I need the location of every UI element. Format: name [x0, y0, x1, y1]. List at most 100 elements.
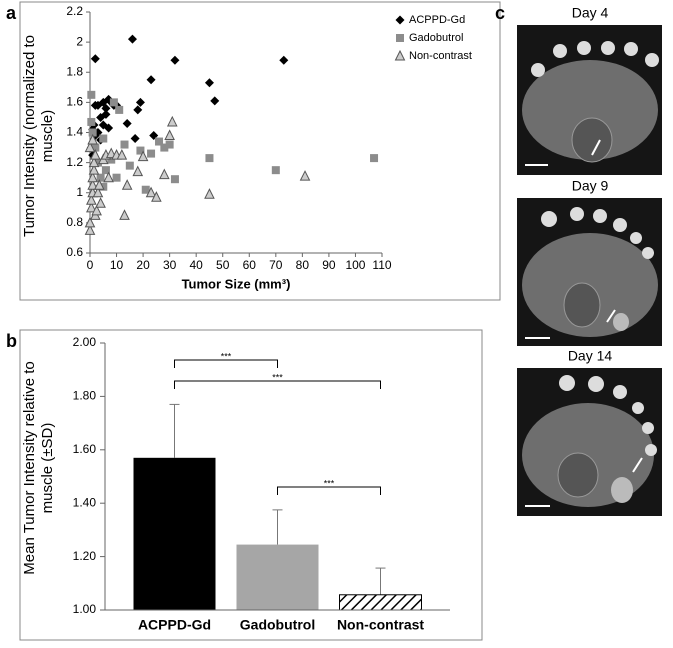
x-tick-label: ACPPD-Gd [138, 617, 211, 633]
bar [339, 594, 422, 611]
data-point [104, 123, 114, 133]
y-tick-label: 1.40 [73, 495, 97, 509]
y-tick-label: 1.20 [73, 549, 97, 563]
x-axis-label: Tumor Size (mm³) [182, 276, 291, 291]
panel-frame [19, 1, 501, 301]
data-point [116, 148, 128, 160]
data-point [159, 168, 170, 180]
data-point [205, 154, 214, 163]
x-tick-label: 100 [345, 258, 365, 272]
data-point [84, 216, 96, 228]
data-point [115, 105, 124, 114]
data-point [170, 175, 179, 184]
significance-label: *** [272, 372, 283, 382]
data-point [112, 173, 121, 182]
data-point [204, 78, 214, 88]
panel-frame [19, 329, 483, 641]
legend-marker [396, 34, 404, 42]
y-tick-label: 2.2 [66, 4, 83, 18]
significance-label: *** [324, 478, 335, 488]
data-point [145, 186, 157, 198]
data-point [92, 186, 104, 198]
data-point [210, 96, 220, 106]
x-tick-label: 70 [269, 258, 283, 272]
y-tick-label: 1.8 [66, 64, 83, 78]
y-tick-label: 1.60 [73, 442, 97, 456]
data-point [93, 158, 102, 167]
panel-label: a [6, 3, 17, 23]
y-tick-label: 0.8 [66, 215, 83, 229]
data-point [95, 197, 106, 208]
data-point [119, 209, 130, 220]
data-point [99, 134, 108, 143]
x-tick-label: 110 [372, 258, 391, 272]
data-point [93, 179, 105, 190]
mri-body [522, 60, 658, 160]
significance-bracket [277, 486, 381, 495]
data-point [121, 179, 133, 190]
data-point [87, 179, 98, 190]
data-point [101, 166, 110, 175]
data-point [127, 34, 137, 44]
bar [133, 457, 216, 610]
data-point [87, 117, 96, 126]
data-point [279, 55, 289, 65]
data-point [122, 118, 132, 128]
data-point [141, 185, 150, 194]
panel-label: b [6, 331, 17, 351]
data-point [101, 103, 111, 113]
x-tick-label: 10 [110, 258, 124, 272]
data-point [86, 201, 97, 213]
data-point [136, 146, 145, 155]
y-tick-label: 2 [76, 34, 83, 48]
data-point [90, 148, 101, 160]
data-point [109, 98, 118, 107]
panel-label: c [495, 3, 505, 23]
data-point [101, 109, 111, 119]
data-point [90, 54, 100, 64]
data-point [130, 134, 140, 144]
y-tick-label: 2.00 [73, 335, 97, 349]
data-point [96, 173, 105, 182]
data-point [87, 133, 98, 145]
y-tick-label: 1.6 [66, 95, 83, 109]
legend-label: ACPPD-Gd [409, 14, 465, 26]
y-tick-label: 0.6 [66, 245, 83, 259]
data-point [125, 161, 134, 170]
data-point [164, 129, 175, 141]
image-label: Day 14 [568, 348, 613, 364]
data-point [91, 204, 102, 216]
x-tick-label: 20 [136, 258, 150, 272]
image-label: Day 9 [572, 178, 609, 194]
data-point [133, 105, 143, 115]
data-point [84, 141, 96, 153]
legend-label: Gadobutrol [409, 32, 463, 44]
data-point [370, 154, 379, 163]
data-point [135, 97, 145, 107]
x-tick-label: 0 [87, 258, 94, 272]
x-tick-label: 30 [163, 258, 177, 272]
data-point [147, 149, 156, 158]
x-tick-label: 50 [216, 258, 230, 272]
x-tick-label: 40 [190, 258, 204, 272]
data-point [170, 55, 180, 65]
data-point [91, 143, 100, 152]
legend-marker [394, 49, 406, 61]
data-point [204, 188, 215, 199]
data-point [132, 165, 144, 177]
data-point [107, 155, 116, 164]
y-tick-label: 1.2 [66, 155, 83, 169]
y-axis-label: Tumor Intensity (normalized to muscle) [21, 34, 56, 238]
data-point [88, 164, 100, 175]
x-tick-label: Non-contrast [337, 617, 424, 633]
mri-tumor [563, 282, 601, 328]
y-tick-label: 1.00 [73, 602, 97, 616]
data-point [88, 128, 97, 137]
significance-bracket [174, 380, 381, 389]
x-tick-label: Gadobutrol [240, 617, 315, 633]
data-point [160, 143, 169, 152]
data-point [87, 171, 98, 183]
legend-label: Non-contrast [409, 50, 472, 62]
